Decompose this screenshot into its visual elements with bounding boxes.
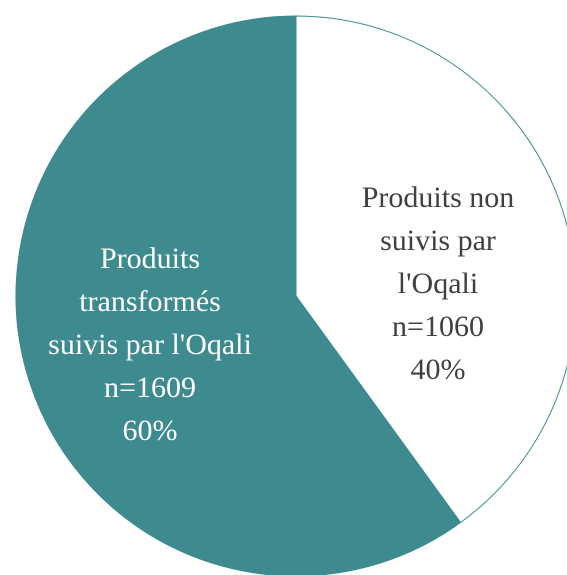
count-label: n=1060 xyxy=(392,310,484,343)
count-label: n=1609 xyxy=(104,371,196,404)
slice-label: Produits non suivis par l'Oqali n=1060 40% xyxy=(288,176,567,391)
category-label: Produits transformés suivis par l'Oqali xyxy=(48,242,252,361)
value-label: 40% xyxy=(410,353,466,386)
category-label: Produits non suivis par l'Oqali xyxy=(361,181,515,300)
slice-label: Produits transformés suivis par l'Oqali n… xyxy=(0,237,300,452)
pie-slice xyxy=(295,15,567,524)
pie-slice xyxy=(15,15,462,575)
value-label: 60% xyxy=(122,414,178,447)
